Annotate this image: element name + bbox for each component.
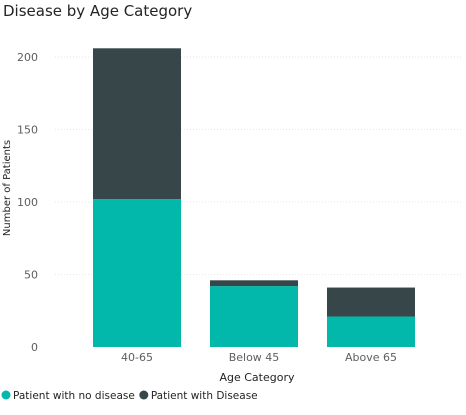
x-axis-label: Age Category [219, 371, 295, 384]
legend[interactable]: Patient with no disease Patient with Dise… [1, 390, 258, 402]
bar-segment[interactable] [327, 316, 415, 347]
gridlines [55, 56, 462, 275]
legend-item[interactable]: Patient with no disease [1, 390, 135, 402]
bar-segment[interactable] [93, 199, 181, 347]
bar-segment[interactable] [210, 286, 298, 347]
legend-label: Patient with Disease [151, 390, 258, 402]
bar-segment[interactable] [210, 280, 298, 287]
x-tick-label: Below 45 [229, 351, 280, 364]
y-axis-ticks: 0 50 100 150 200 [17, 51, 38, 354]
legend-marker [1, 390, 11, 400]
bar-segment[interactable] [93, 48, 181, 200]
y-tick-label: 0 [31, 341, 38, 354]
y-tick-label: 150 [17, 124, 38, 137]
legend-marker [139, 390, 149, 400]
y-axis-label: Number of Patients [2, 140, 13, 236]
y-tick-label: 50 [24, 269, 38, 282]
x-tick-label: Above 65 [345, 351, 397, 364]
x-tick-label: 40-65 [121, 351, 153, 364]
bar-segment[interactable] [327, 287, 415, 317]
y-tick-label: 100 [17, 196, 38, 209]
y-tick-label: 200 [17, 51, 38, 64]
x-axis-ticks: 40-65 Below 45 Above 65 [121, 351, 397, 364]
chart-title: Disease by Age Category [3, 2, 192, 20]
legend-label: Patient with no disease [13, 390, 135, 402]
legend-item[interactable]: Patient with Disease [139, 390, 258, 402]
bars [93, 48, 415, 347]
